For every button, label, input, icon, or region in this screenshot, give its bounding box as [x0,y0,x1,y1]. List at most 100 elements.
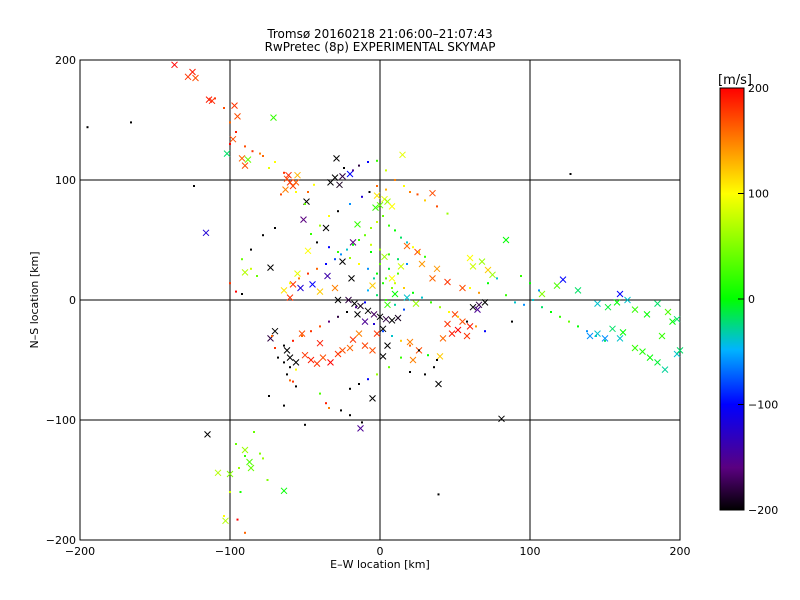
data-point-dot [283,344,285,347]
data-point-dot [244,145,246,148]
data-point-dot [412,291,414,294]
data-point-dot [304,423,306,426]
data-point-x [369,347,376,354]
data-point-dot [253,431,255,433]
y-tick-label: −100 [46,414,76,427]
data-point-dot [292,339,294,342]
data-point-x [271,327,279,335]
data-point-x [223,150,231,157]
data-point-x [646,354,654,361]
data-point-x [331,284,339,292]
data-point-x [324,272,331,280]
data-point-dot [316,241,318,244]
data-point-dot [529,282,531,285]
data-point-dot [337,251,339,253]
x-tick-label: 200 [670,545,691,558]
data-point-dot [409,191,411,193]
chart-title: Tromsø 20160218 21:06:00–21:07:43 [266,27,492,41]
data-point-dot [370,243,372,246]
data-point-x [214,469,222,477]
data-point-dot [229,491,231,493]
data-point-dot [236,518,239,521]
data-point-x [433,265,441,273]
data-point-dot [349,387,351,390]
data-point-x [498,415,505,423]
data-point-x [613,299,621,306]
data-point-dot [376,159,378,162]
data-point-x [474,306,481,313]
data-point-dot [358,383,360,385]
data-point-x [619,329,627,336]
data-point-dot [328,407,330,409]
data-point-dot [289,379,291,382]
data-point-x [673,315,681,323]
data-point-x [351,300,358,307]
data-point-dot [241,293,243,295]
data-point-x [478,258,486,265]
data-point-x [348,275,355,282]
data-point-x [241,269,249,276]
data-point-x [384,301,391,309]
data-point-x [349,239,357,246]
data-point-x [604,303,612,311]
data-point-dot [436,359,438,361]
data-point-x [454,326,462,334]
data-point-dot [595,335,597,337]
data-point-dot [349,257,351,259]
data-point-x [345,296,352,304]
data-point-dot [484,330,486,333]
data-point-x [292,359,300,366]
data-point-x [364,307,372,315]
data-point-dot [250,267,252,270]
data-point-dot [367,289,369,292]
data-point-dot [361,421,363,424]
data-point-x [247,464,255,472]
data-point-dot [238,467,240,469]
data-point-x [444,278,451,286]
data-point-dot [223,515,225,517]
data-point-x [388,203,396,210]
data-point-dot [349,203,351,205]
data-point-x [379,325,387,333]
y-axis-label: N–S location [km] [28,251,41,348]
data-point-dot [343,167,345,169]
data-point-x [334,296,342,304]
data-point-x [238,155,246,162]
data-point-x [280,487,288,495]
data-point-x [469,263,477,270]
data-point-x [339,173,346,180]
data-point-dot [334,258,336,261]
data-point-x [231,102,238,109]
data-point-dot [424,199,426,202]
data-point-dot [550,311,552,313]
data-point-x [412,300,420,307]
data-point-x [594,300,601,307]
data-point-x [282,186,289,193]
data-point-dot [376,185,378,187]
data-point-x [189,68,196,76]
data-point-dot [358,263,360,265]
data-point-dot [229,121,231,124]
data-point-x [373,192,381,199]
data-point-dot [406,263,408,265]
data-point-x [574,287,582,294]
x-tick-label: 100 [520,545,541,558]
data-point-x [369,395,376,402]
data-point-x [369,282,376,289]
data-point-x [244,156,252,163]
y-tick-label: 0 [69,294,76,307]
data-point-x [475,301,483,309]
data-point-x [327,179,334,186]
data-point-x [327,359,334,366]
data-point-x [664,308,672,316]
data-point-x [376,201,384,209]
data-point-x [246,458,253,466]
data-point-x [226,470,234,478]
data-point-dot [319,224,321,227]
data-point-dot [421,296,423,299]
x-tick-label: 0 [377,545,384,558]
data-point-dot [283,361,285,364]
data-point-dot [358,239,360,241]
data-point-dot [325,263,327,265]
data-point-dot [430,301,432,304]
